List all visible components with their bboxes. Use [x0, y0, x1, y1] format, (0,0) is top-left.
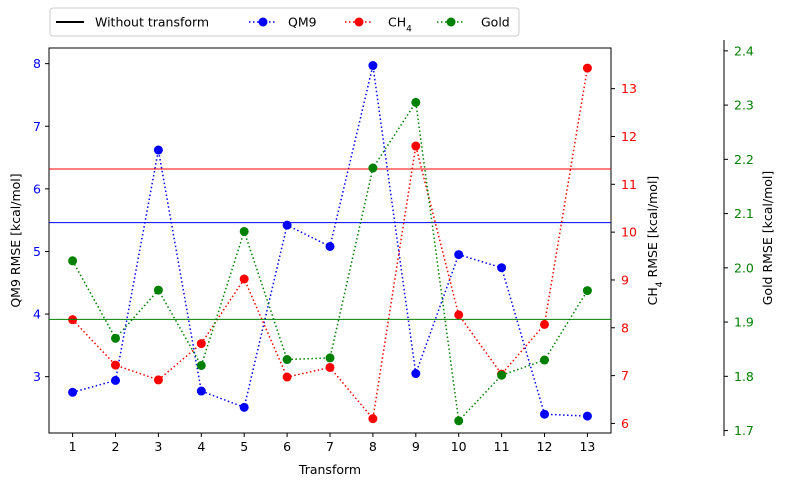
ch4-point	[282, 372, 292, 382]
qm9-point	[497, 263, 507, 273]
gold-axis-label: Gold RMSE [kcal/mol]	[760, 171, 775, 306]
ch4-tick-label: 13	[621, 81, 637, 96]
gold-point	[497, 370, 507, 380]
gold-tick-label: 2.3	[734, 98, 754, 113]
qm9-point	[368, 61, 378, 71]
qm9-point	[454, 250, 464, 260]
gold-tick-label: 1.9	[734, 315, 754, 330]
gold-point	[68, 256, 78, 266]
gold-point	[239, 226, 249, 236]
qm9-tick-label: 7	[33, 119, 41, 134]
x-tick-label: 5	[240, 439, 248, 454]
gold-tick-label: 2.0	[734, 260, 754, 275]
legend-marker-gold	[446, 17, 456, 27]
qm9-point	[540, 409, 550, 419]
x-tick-label: 3	[154, 439, 162, 454]
legend-box	[49, 7, 520, 37]
gold-tick-label: 1.8	[734, 369, 754, 384]
legend-label-gold: Gold	[481, 15, 510, 30]
qm9-point	[325, 241, 335, 251]
legend-label-baseline: Without transform	[95, 15, 209, 30]
qm9-tick-label: 5	[33, 244, 41, 259]
qm9-point	[282, 220, 292, 230]
ch4-axis-label: CH4 RMSE [kcal/mol]	[645, 176, 665, 306]
gold-point	[196, 360, 206, 370]
x-tick-label: 4	[197, 439, 205, 454]
gold-point	[454, 416, 464, 426]
qm9-point	[582, 411, 592, 421]
x-tick-label: 2	[112, 439, 120, 454]
qm9-axis-label: QM9 RMSE [kcal/mol]	[8, 173, 23, 307]
qm9-tick-label: 8	[33, 56, 41, 71]
legend-label-ch4: CH4	[388, 15, 412, 35]
ch4-tick-label: 6	[621, 416, 629, 431]
qm9-tick-label: 4	[33, 307, 41, 322]
qm9-point	[153, 145, 163, 155]
ch4-tick-label: 12	[621, 129, 637, 144]
plot-frame	[48, 47, 612, 434]
gold-point	[368, 163, 378, 173]
legend-label-qm9: QM9	[288, 15, 317, 30]
legend-marker-qm9	[258, 17, 268, 27]
ch4-point	[411, 141, 421, 151]
x-tick-label: 9	[412, 439, 420, 454]
x-tick-label: 7	[326, 439, 334, 454]
x-axis-label: Transform	[298, 462, 361, 477]
gold-point	[110, 333, 120, 343]
ch4-tick-label: 11	[621, 177, 637, 192]
x-tick-label: 1	[69, 439, 77, 454]
ch4-tick-label: 10	[621, 225, 637, 240]
gold-tick-label: 2.1	[734, 206, 754, 221]
legend: Without transform QM9 CH4 Gold	[49, 7, 520, 37]
gold-tick-label: 2.2	[734, 152, 754, 167]
qm9-point	[110, 375, 120, 385]
ch4-point	[110, 360, 120, 370]
x-tick-label: 12	[537, 439, 553, 454]
ch4-point	[196, 339, 206, 349]
gold-point	[325, 353, 335, 363]
ch4-point	[153, 375, 163, 385]
ch4-point	[239, 274, 249, 284]
qm9-point	[239, 402, 249, 412]
ch4-point	[582, 63, 592, 73]
gold-tick-label: 1.7	[734, 423, 754, 438]
ch4-point	[540, 319, 550, 329]
qm9-point	[68, 387, 78, 397]
qm9-point	[411, 369, 421, 379]
qm9-point	[196, 386, 206, 396]
gold-series-line	[71, 100, 589, 423]
x-tick-label: 8	[369, 439, 377, 454]
gold-tick-label: 2.4	[734, 43, 754, 58]
qm9-tick-label: 6	[33, 181, 41, 196]
x-tick-label: 13	[579, 439, 595, 454]
gold-point	[153, 285, 163, 295]
ch4-point	[454, 310, 464, 320]
x-tick-label: 11	[494, 439, 510, 454]
x-tick-label: 6	[283, 439, 291, 454]
ch4-point	[368, 414, 378, 424]
x-tick-label: 10	[451, 439, 467, 454]
ch4-tick-label: 8	[621, 320, 629, 335]
ch4-tick-label: 9	[621, 272, 629, 287]
gold-point	[282, 355, 292, 365]
gold-point	[540, 355, 550, 365]
gold-point	[411, 97, 421, 107]
qm9-tick-label: 3	[33, 369, 41, 384]
gold-point	[582, 286, 592, 296]
ch4-tick-label: 7	[621, 368, 629, 383]
ch4-point	[325, 362, 335, 372]
legend-marker-ch4	[354, 17, 364, 27]
